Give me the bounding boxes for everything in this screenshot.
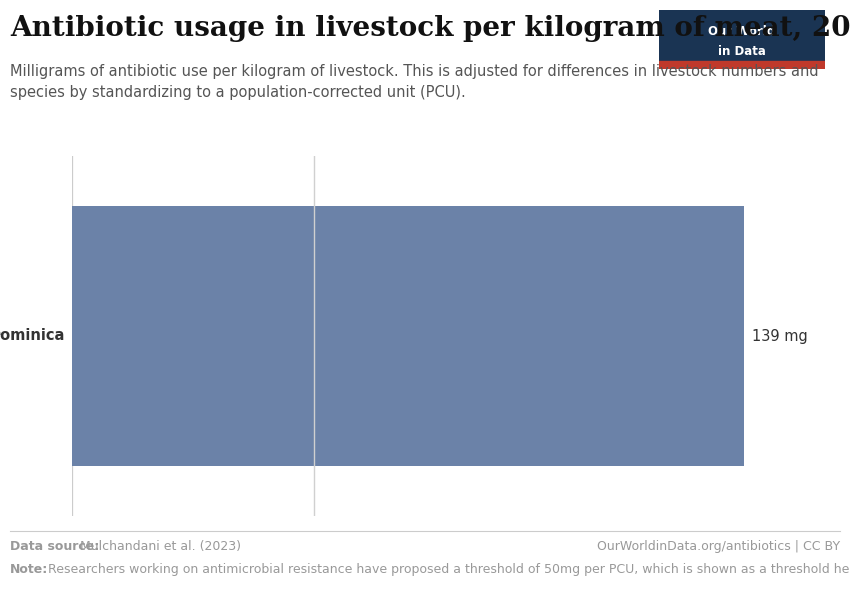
Text: Note:: Note: — [10, 563, 48, 576]
Text: OurWorldinData.org/antibiotics | CC BY: OurWorldinData.org/antibiotics | CC BY — [597, 540, 840, 553]
Text: Milligrams of antibiotic use per kilogram of livestock. This is adjusted for dif: Milligrams of antibiotic use per kilogra… — [10, 64, 819, 100]
Text: Our World: Our World — [708, 25, 775, 38]
Text: Data source:: Data source: — [10, 540, 99, 553]
Text: Antibiotic usage in livestock per kilogram of meat, 2020: Antibiotic usage in livestock per kilogr… — [10, 15, 850, 42]
Text: Researchers working on antimicrobial resistance have proposed a threshold of 50m: Researchers working on antimicrobial res… — [44, 563, 850, 576]
Text: 139 mg: 139 mg — [751, 329, 807, 343]
Text: Dominica: Dominica — [0, 329, 65, 343]
Text: Mulchandani et al. (2023): Mulchandani et al. (2023) — [76, 540, 241, 553]
Bar — [659, 61, 824, 69]
Bar — [72, 206, 745, 466]
Text: in Data: in Data — [717, 45, 766, 58]
